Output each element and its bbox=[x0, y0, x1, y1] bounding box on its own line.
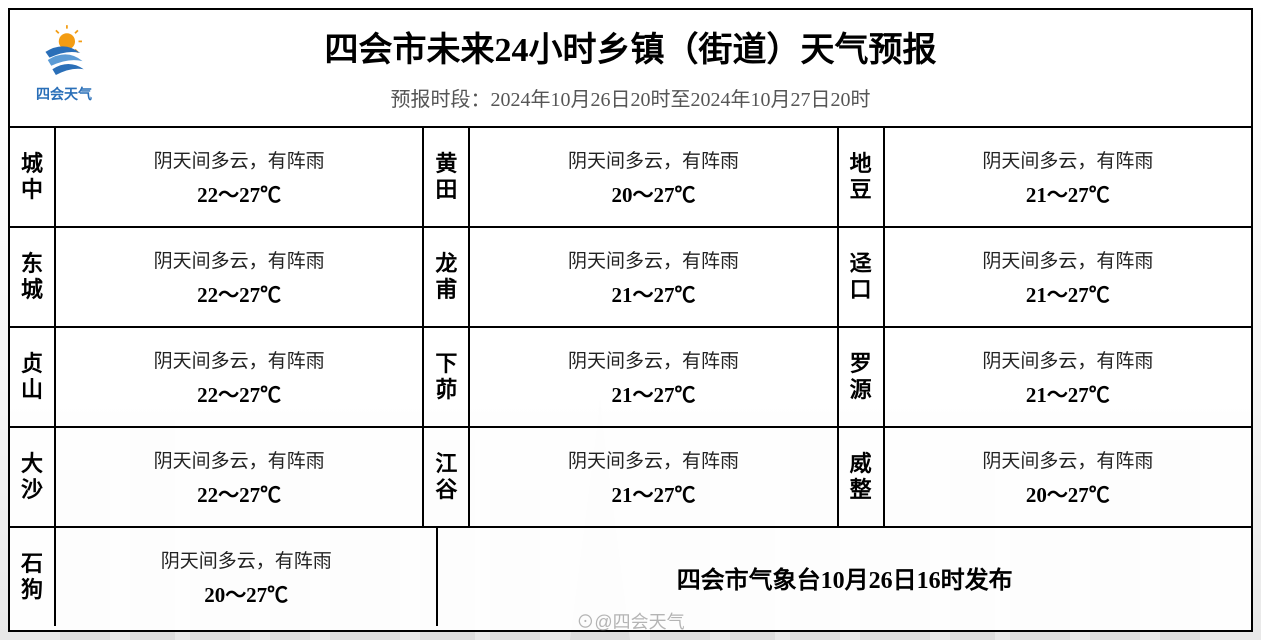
forecast-cell: 阴天间多云，有阵雨 22～27℃ bbox=[56, 128, 424, 226]
logo-text: 四会天气 bbox=[28, 84, 100, 104]
temperature: 20～27℃ bbox=[204, 579, 288, 609]
forecast-cell: 阴天间多云，有阵雨 20～27℃ bbox=[56, 528, 438, 626]
forecast-row: 贞山 阴天间多云，有阵雨 22～27℃ 下茆 阴天间多云，有阵雨 21～27℃ 罗源… bbox=[10, 326, 1251, 426]
condition: 阴天间多云，有阵雨 bbox=[982, 246, 1153, 273]
condition: 阴天间多云，有阵雨 bbox=[982, 146, 1153, 173]
page-title: 四会市未来24小时乡镇（街道）天气预报 bbox=[10, 22, 1251, 71]
outer-frame: 四会天气 四会市未来24小时乡镇（街道）天气预报 预报时段：2024年10月26… bbox=[8, 8, 1253, 632]
condition: 阴天间多云，有阵雨 bbox=[154, 246, 325, 273]
forecast-cell: 阴天间多云，有阵雨 20～27℃ bbox=[470, 128, 838, 226]
forecast-cell: 阴天间多云，有阵雨 21～27℃ bbox=[470, 328, 838, 426]
temperature: 20～27℃ bbox=[611, 179, 695, 209]
temperature: 20～27℃ bbox=[1026, 479, 1110, 509]
condition: 阴天间多云，有阵雨 bbox=[568, 146, 739, 173]
temperature: 22～27℃ bbox=[197, 479, 281, 509]
location-name: 龙甫 bbox=[424, 228, 470, 326]
temperature: 22～27℃ bbox=[197, 179, 281, 209]
condition: 阴天间多云，有阵雨 bbox=[154, 446, 325, 473]
forecast-row: 大沙 阴天间多云，有阵雨 22～27℃ 江谷 阴天间多云，有阵雨 21～27℃ 威整… bbox=[10, 426, 1251, 526]
forecast-cell: 阴天间多云，有阵雨 21～27℃ bbox=[885, 328, 1251, 426]
location-name: 地豆 bbox=[839, 128, 885, 226]
temperature: 21～27℃ bbox=[611, 479, 695, 509]
logo-icon bbox=[35, 24, 93, 82]
header: 四会市未来24小时乡镇（街道）天气预报 预报时段：2024年10月26日20时至… bbox=[10, 10, 1251, 112]
temperature: 21～27℃ bbox=[611, 279, 695, 309]
logo: 四会天气 bbox=[28, 24, 100, 104]
location-name: 迳口 bbox=[839, 228, 885, 326]
location-name: 石狗 bbox=[10, 528, 56, 626]
forecast-cell: 阴天间多云，有阵雨 22～27℃ bbox=[56, 228, 424, 326]
location-name: 江谷 bbox=[424, 428, 470, 526]
location-name: 东城 bbox=[10, 228, 56, 326]
forecast-cell: 阴天间多云，有阵雨 22～27℃ bbox=[56, 428, 424, 526]
temperature: 22～27℃ bbox=[197, 279, 281, 309]
forecast-cell: 阴天间多云，有阵雨 21～27℃ bbox=[885, 228, 1251, 326]
location-name: 城中 bbox=[10, 128, 56, 226]
location-name: 大沙 bbox=[10, 428, 56, 526]
forecast-cell: 阴天间多云，有阵雨 21～27℃ bbox=[885, 128, 1251, 226]
location-name: 威整 bbox=[839, 428, 885, 526]
condition: 阴天间多云，有阵雨 bbox=[982, 446, 1153, 473]
forecast-cell: 阴天间多云，有阵雨 20～27℃ bbox=[885, 428, 1251, 526]
temperature: 21～27℃ bbox=[1026, 279, 1110, 309]
temperature: 21～27℃ bbox=[611, 379, 695, 409]
location-name: 下茆 bbox=[424, 328, 470, 426]
condition: 阴天间多云，有阵雨 bbox=[161, 546, 332, 573]
location-name: 黄田 bbox=[424, 128, 470, 226]
forecast-cell: 阴天间多云，有阵雨 22～27℃ bbox=[56, 328, 424, 426]
condition: 阴天间多云，有阵雨 bbox=[982, 346, 1153, 373]
forecast-row: 石狗 阴天间多云，有阵雨 20～27℃ 四会市气象台10月26日16时发布 bbox=[10, 526, 1251, 626]
condition: 阴天间多云，有阵雨 bbox=[154, 146, 325, 173]
location-name: 贞山 bbox=[10, 328, 56, 426]
forecast-cell: 阴天间多云，有阵雨 21～27℃ bbox=[470, 428, 838, 526]
condition: 阴天间多云，有阵雨 bbox=[154, 346, 325, 373]
forecast-grid: 城中 阴天间多云，有阵雨 22～27℃ 黄田 阴天间多云，有阵雨 20～27℃ 地豆… bbox=[10, 126, 1251, 630]
forecast-row: 城中 阴天间多云，有阵雨 22～27℃ 黄田 阴天间多云，有阵雨 20～27℃ 地豆… bbox=[10, 126, 1251, 226]
temperature: 21～27℃ bbox=[1026, 179, 1110, 209]
condition: 阴天间多云，有阵雨 bbox=[568, 346, 739, 373]
condition: 阴天间多云，有阵雨 bbox=[568, 246, 739, 273]
forecast-cell: 阴天间多云，有阵雨 21～27℃ bbox=[470, 228, 838, 326]
forecast-row: 东城 阴天间多云，有阵雨 22～27℃ 龙甫 阴天间多云，有阵雨 21～27℃ 迳口… bbox=[10, 226, 1251, 326]
issued-by: 四会市气象台10月26日16时发布 bbox=[438, 528, 1251, 626]
temperature: 22～27℃ bbox=[197, 379, 281, 409]
location-name: 罗源 bbox=[839, 328, 885, 426]
forecast-period: 预报时段：2024年10月26日20时至2024年10月27日20时 bbox=[10, 83, 1251, 112]
temperature: 21～27℃ bbox=[1026, 379, 1110, 409]
condition: 阴天间多云，有阵雨 bbox=[568, 446, 739, 473]
